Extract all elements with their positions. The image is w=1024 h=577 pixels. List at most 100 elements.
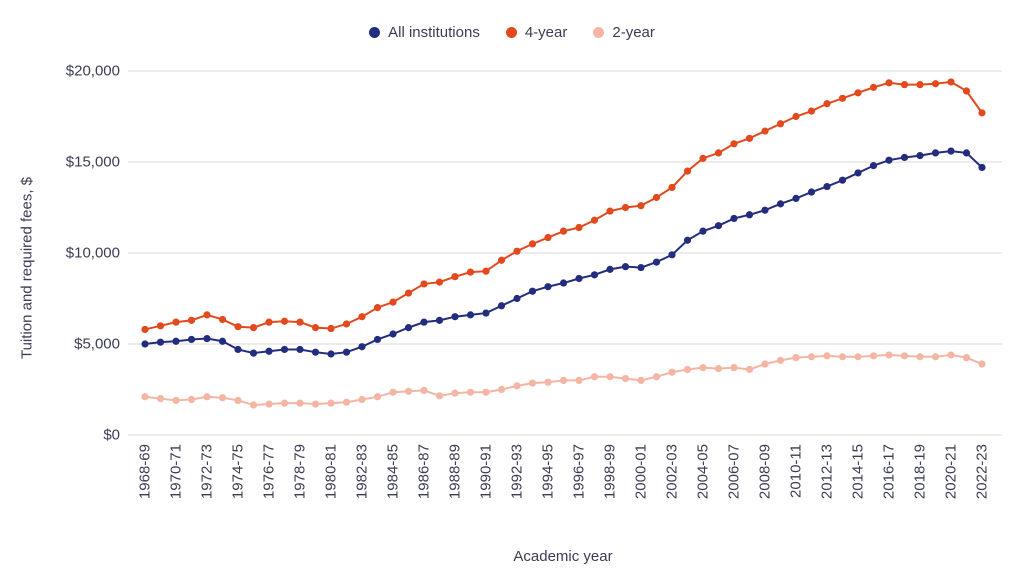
data-point-2-year: [838, 353, 847, 361]
legend-dot-4-year: [505, 27, 517, 38]
data-point-all-institutions: [156, 338, 165, 346]
data-point-4-year: [265, 318, 273, 326]
data-point-4-year: [559, 227, 568, 235]
data-point-2-year: [792, 354, 800, 362]
data-point-all-institutions: [978, 163, 986, 172]
legend-item-2-year: 2-year: [593, 24, 655, 41]
legend: All institutions 4-year 2-year: [0, 24, 1024, 41]
y-axis-tick-label: $0: [103, 427, 120, 444]
data-point-4-year: [761, 127, 769, 135]
x-axis-tick-label: 1992-93: [509, 444, 526, 499]
data-point-2-year: [931, 353, 940, 361]
data-point-4-year: [652, 193, 661, 202]
data-point-all-institutions: [621, 263, 630, 271]
data-point-all-institutions: [342, 348, 351, 356]
y-axis-tick-label: $20,000: [66, 63, 120, 80]
data-point-2-year: [296, 399, 304, 407]
data-point-all-institutions: [249, 349, 258, 357]
data-point-all-institutions: [683, 236, 692, 244]
data-point-all-institutions: [590, 271, 599, 279]
data-point-all-institutions: [389, 330, 397, 338]
data-point-all-institutions: [823, 182, 831, 191]
data-point-2-year: [342, 398, 351, 406]
data-point-all-institutions: [187, 335, 196, 344]
data-point-4-year: [466, 268, 475, 276]
x-axis-tick-label: 2010-11: [788, 444, 805, 498]
data-point-4-year: [420, 280, 428, 288]
data-point-2-year: [745, 365, 754, 374]
data-point-2-year: [776, 356, 785, 364]
data-point-2-year: [404, 387, 413, 395]
data-point-4-year: [978, 109, 986, 117]
data-point-2-year: [962, 354, 971, 362]
data-point-4-year: [807, 107, 816, 115]
data-point-2-year: [389, 388, 397, 396]
data-point-2-year: [730, 364, 738, 372]
data-point-all-institutions: [761, 206, 769, 214]
x-axis-tick-label: 1994-95: [540, 444, 557, 499]
x-axis-tick-label: 2006-07: [726, 444, 743, 499]
data-point-2-year: [141, 393, 149, 401]
data-point-all-institutions: [838, 176, 847, 184]
legend-dot-all-institutions: [369, 27, 381, 38]
data-point-all-institutions: [466, 311, 475, 319]
data-point-all-institutions: [404, 324, 413, 332]
data-point-4-year: [854, 89, 862, 97]
data-point-2-year: [869, 352, 878, 360]
legend-item-all-institutions: All institutions: [369, 24, 480, 41]
data-point-4-year: [141, 325, 149, 334]
data-point-4-year: [342, 320, 351, 328]
data-point-2-year: [606, 373, 614, 381]
data-point-2-year: [358, 395, 366, 404]
data-point-all-institutions: [358, 343, 366, 351]
data-point-all-institutions: [745, 211, 754, 219]
data-point-4-year: [435, 278, 444, 286]
data-point-2-year: [156, 395, 165, 403]
data-point-all-institutions: [807, 188, 816, 196]
x-axis-tick-label: 1990-91: [478, 444, 495, 499]
data-point-4-year: [544, 233, 552, 242]
data-point-all-institutions: [792, 194, 800, 202]
data-point-all-institutions: [900, 153, 909, 162]
data-point-2-year: [699, 364, 707, 372]
data-point-4-year: [823, 100, 831, 108]
data-point-2-year: [714, 364, 723, 373]
data-point-all-institutions: [451, 313, 459, 321]
x-axis-tick-label: 1982-83: [354, 444, 371, 499]
data-point-all-institutions: [668, 251, 676, 259]
data-point-2-year: [544, 378, 552, 386]
x-axis-tick-label: 1998-99: [602, 444, 619, 499]
data-point-all-institutions: [947, 147, 955, 155]
x-axis-tick-label: 1986-87: [416, 444, 433, 499]
y-axis-tick-label: $10,000: [66, 245, 120, 262]
data-point-all-institutions: [311, 348, 320, 356]
data-point-2-year: [978, 360, 986, 368]
data-point-4-year: [280, 317, 289, 325]
data-point-4-year: [234, 323, 242, 331]
data-point-4-year: [730, 140, 738, 148]
data-point-4-year: [621, 203, 630, 212]
data-point-2-year: [172, 396, 180, 405]
data-point-2-year: [807, 353, 816, 361]
data-point-all-institutions: [203, 334, 211, 343]
data-point-all-institutions: [280, 345, 289, 354]
data-point-4-year: [869, 83, 878, 91]
x-axis-tick-label: 2020-21: [943, 444, 960, 499]
data-point-4-year: [683, 167, 692, 175]
data-point-4-year: [528, 240, 537, 248]
data-point-all-institutions: [544, 283, 552, 291]
y-axis-tick-label: $15,000: [66, 154, 120, 171]
data-point-4-year: [575, 223, 583, 232]
data-point-4-year: [358, 313, 366, 321]
data-point-all-institutions: [327, 350, 335, 358]
data-point-all-institutions: [885, 156, 893, 164]
data-point-all-institutions: [730, 214, 738, 223]
x-axis-tick-label: 1980-81: [323, 444, 340, 499]
data-point-2-year: [466, 388, 475, 396]
data-point-4-year: [838, 94, 847, 102]
data-point-4-year: [947, 78, 955, 86]
data-point-all-institutions: [931, 149, 940, 157]
data-point-2-year: [280, 399, 289, 407]
